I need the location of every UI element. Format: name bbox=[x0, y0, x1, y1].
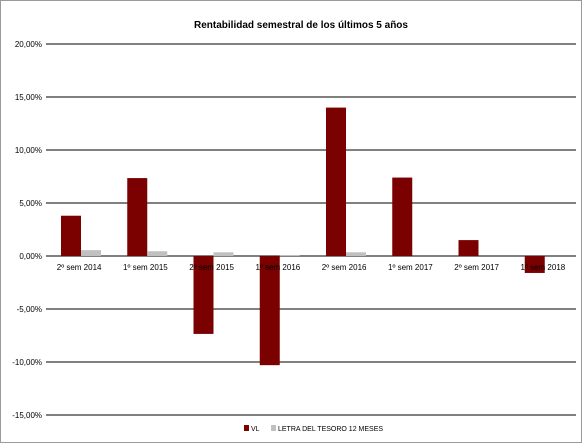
legend-label: LETRA DEL TESORO 12 MESES bbox=[278, 426, 383, 433]
x-tick-label: 2º sem 2014 bbox=[57, 263, 102, 272]
legend-label: VL bbox=[251, 426, 260, 433]
legend: VL LETRA DEL TESORO 12 MESES bbox=[244, 425, 383, 433]
bar-letra bbox=[346, 252, 366, 256]
bar-vl bbox=[193, 256, 214, 334]
y-tick-label: -10,00% bbox=[12, 358, 42, 367]
bar-vl bbox=[392, 177, 413, 256]
x-axis-labels: 2º sem 2014 1º sem 2015 2º sem 2015 1º sem … bbox=[57, 263, 566, 272]
bar-letra bbox=[213, 252, 234, 256]
bar-vl bbox=[524, 256, 545, 273]
bar-letra bbox=[81, 250, 101, 256]
x-tick-label: 1º sem 2015 bbox=[123, 263, 168, 272]
x-tick-label: 2º sem 2017 bbox=[454, 263, 499, 272]
bar-letra bbox=[279, 254, 300, 256]
bar-vl bbox=[61, 215, 81, 256]
x-tick-label: 2º sem 2015 bbox=[189, 263, 234, 272]
bar-letra bbox=[147, 251, 168, 256]
bar-vl bbox=[127, 178, 148, 256]
bar-vl bbox=[458, 240, 479, 256]
y-axis-ticks: 20,00% 15,00% 10,00% 5,00% 0,00% -5,00% -10,00… bbox=[12, 40, 42, 420]
x-tick-label: 2º sem 2016 bbox=[322, 263, 367, 272]
x-tick-label: 1º sem 2016 bbox=[256, 263, 301, 272]
legend-swatch bbox=[244, 425, 249, 431]
x-tick-label: 1º sem 2018 bbox=[521, 263, 566, 272]
bars bbox=[61, 107, 545, 366]
y-tick-label: -5,00% bbox=[17, 305, 42, 314]
bar-vl bbox=[326, 107, 346, 256]
y-tick-label: -15,00% bbox=[12, 411, 42, 420]
y-tick-label: 0,00% bbox=[19, 252, 42, 261]
y-tick-label: 10,00% bbox=[15, 146, 42, 155]
chart-title: Rentabilidad semestral de los últimos 5 … bbox=[194, 20, 408, 31]
y-tick-label: 20,00% bbox=[15, 40, 42, 49]
y-tick-label: 5,00% bbox=[19, 199, 42, 208]
bar-vl bbox=[259, 256, 280, 366]
x-tick-label: 1º sem 2017 bbox=[388, 263, 433, 272]
gridlines bbox=[46, 43, 576, 416]
y-tick-label: 15,00% bbox=[15, 93, 42, 102]
legend-swatch bbox=[271, 425, 276, 431]
